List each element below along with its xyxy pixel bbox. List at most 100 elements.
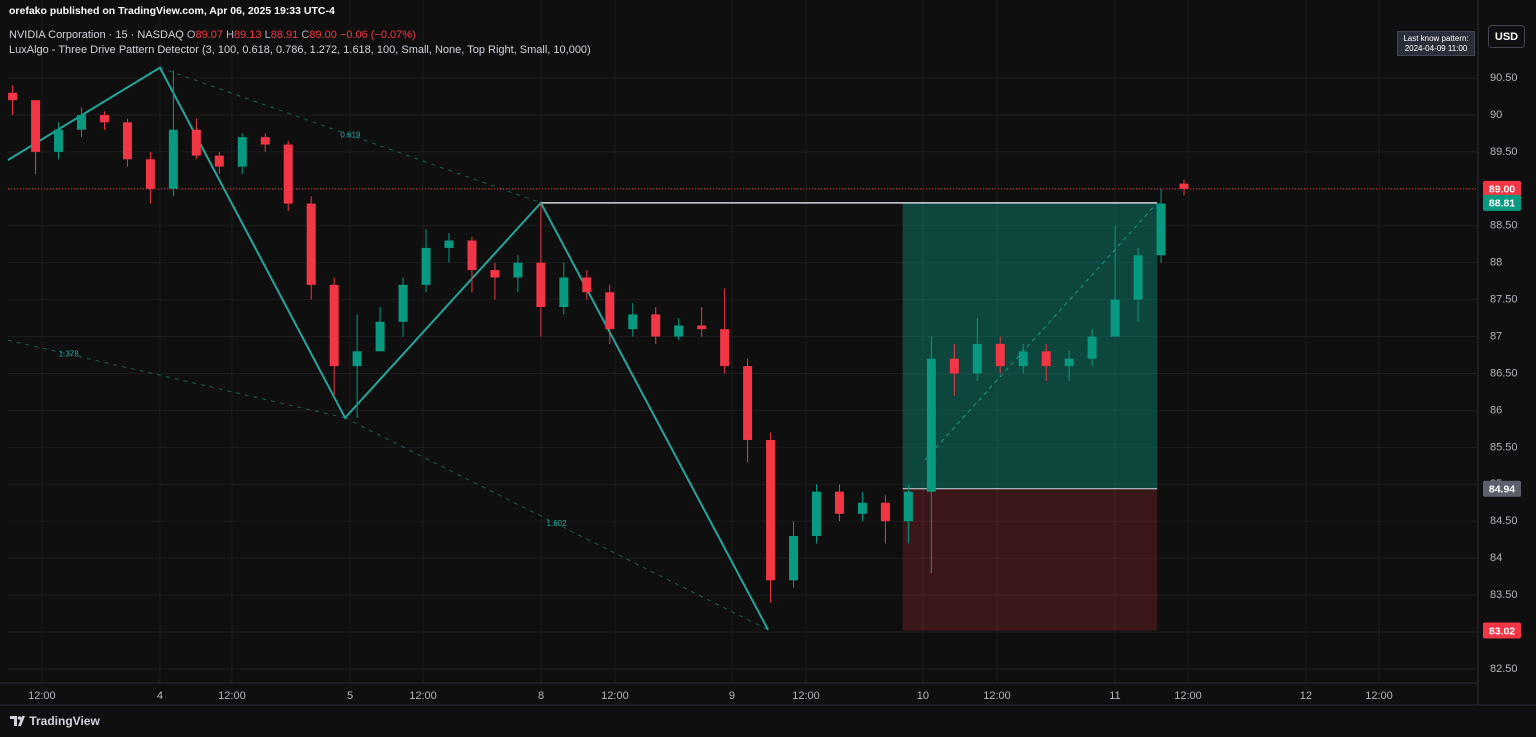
badge-title: Last know pattern:: [1403, 34, 1469, 43]
x-tick-label: 11: [1109, 690, 1120, 702]
x-tick-label: 8: [538, 690, 544, 702]
x-tick-label: 5: [347, 690, 353, 702]
projection-line: [924, 202, 1158, 461]
x-tick-label: 12:00: [1174, 690, 1202, 702]
logo-text: TradingView: [29, 714, 100, 728]
candle-body: [674, 325, 684, 337]
ohlc-value: 89.13: [234, 29, 262, 41]
y-tick-label: 87.50: [1490, 294, 1518, 306]
pattern-line: [7, 66, 769, 631]
candle-body: [720, 329, 730, 367]
fib-line: [344, 417, 769, 631]
candle-body: [398, 284, 408, 322]
x-tick-label: 12:00: [983, 690, 1011, 702]
candle-body: [559, 277, 569, 308]
ohlc-value: 88.91: [270, 29, 299, 41]
y-tick-label: 86.50: [1490, 367, 1518, 379]
candle-body: [1087, 336, 1097, 359]
candle-body: [214, 155, 224, 167]
logo: TradingView: [10, 714, 100, 728]
candle-body: [1156, 203, 1166, 256]
logo-icon: [10, 716, 25, 726]
x-tick-label: 12: [1300, 690, 1312, 702]
change: −0.06 (−0.07%): [339, 29, 416, 41]
symbol: NVIDIA Corporation · 15 · NASDAQ: [9, 29, 184, 41]
candle-body: [8, 92, 18, 101]
candle-body: [743, 366, 753, 440]
ohlc-key: O: [186, 29, 196, 41]
y-tick-label: 88.50: [1490, 220, 1518, 232]
fib-line: [7, 339, 346, 419]
price-tag-label: 88.81: [1489, 198, 1515, 210]
candle-body: [467, 240, 477, 271]
price-tag: [1483, 480, 1521, 497]
fib-line: [159, 67, 542, 204]
y-tick-label: 83.50: [1490, 589, 1518, 601]
y-tick-label: 90.50: [1490, 72, 1518, 84]
candle-body: [651, 314, 661, 337]
x-tick-label: 12:00: [218, 690, 246, 702]
candle-body: [191, 129, 201, 156]
badge-date: 2024-04-09 11:00: [1404, 44, 1468, 53]
candle-body: [421, 247, 431, 285]
x-tick-label: 9: [729, 690, 735, 702]
candle-body: [536, 262, 546, 308]
y-tick-label: 87: [1490, 330, 1502, 342]
price-tag: [1483, 180, 1521, 197]
price-tag-label: 89.00: [1489, 184, 1515, 196]
ohlc-key: C: [301, 29, 310, 41]
x-tick-label: 12:00: [601, 690, 629, 702]
candle-body: [444, 240, 454, 248]
x-tick-label: 12:00: [1365, 690, 1393, 702]
x-tick-label: 4: [157, 690, 163, 702]
candle-body: [789, 536, 799, 581]
fib-label: 0.619: [340, 130, 361, 139]
candle-body: [949, 358, 959, 374]
candle-body: [812, 491, 821, 537]
x-tick-label: 12:00: [792, 690, 820, 702]
candle-body: [1064, 358, 1074, 367]
candle-body: [513, 262, 523, 278]
candle-body: [77, 114, 86, 130]
x-tick-label: 12:00: [409, 690, 437, 702]
candle-body: [903, 491, 913, 522]
candle-body: [54, 129, 64, 152]
candle-body: [145, 159, 155, 189]
x-tick-label: 10: [917, 690, 929, 702]
candle-body: [237, 137, 247, 167]
pattern-badge: Last know pattern: 2024-04-09 11:00: [1397, 31, 1475, 56]
candle-body: [329, 284, 339, 367]
publisher: orefako published on TradingView.com, Ap…: [9, 5, 335, 17]
ohlc: O89.07 H89.13 L88.91 C89.00: [187, 29, 340, 41]
candle-body: [834, 491, 844, 514]
candle-body: [306, 203, 316, 285]
fib-label: 1.602: [547, 519, 568, 528]
candle-body: [99, 114, 109, 123]
candle-body: [1133, 255, 1143, 300]
price-tag: [1483, 622, 1521, 639]
candle-body: [582, 277, 592, 293]
candle-body: [628, 314, 638, 330]
symbol-line: NVIDIA Corporation · 15 · NASDAQ O89.07 …: [9, 29, 416, 41]
price-tag-label: 83.02: [1489, 625, 1515, 637]
candle-body: [490, 270, 500, 278]
indicator: LuxAlgo - Three Drive Pattern Detector (…: [9, 44, 591, 56]
price-tag-label: 84.94: [1489, 484, 1515, 496]
loss-zone: [902, 488, 1158, 631]
y-tick-label: 84: [1490, 552, 1502, 564]
y-tick-label: 90: [1490, 109, 1502, 121]
y-tick-label: 84.50: [1490, 515, 1518, 527]
candle-body: [1018, 351, 1028, 367]
candle-body: [31, 100, 41, 152]
candle-body: [260, 137, 270, 145]
candle-body: [1179, 183, 1189, 189]
y-tick-label: 86: [1490, 404, 1502, 416]
candle-body: [995, 343, 1005, 367]
candle-body: [122, 122, 132, 160]
candle-body: [605, 292, 615, 330]
candle-body: [697, 325, 707, 330]
fib-label: 1.378: [59, 349, 80, 358]
currency-button[interactable]: USD: [1488, 25, 1525, 48]
